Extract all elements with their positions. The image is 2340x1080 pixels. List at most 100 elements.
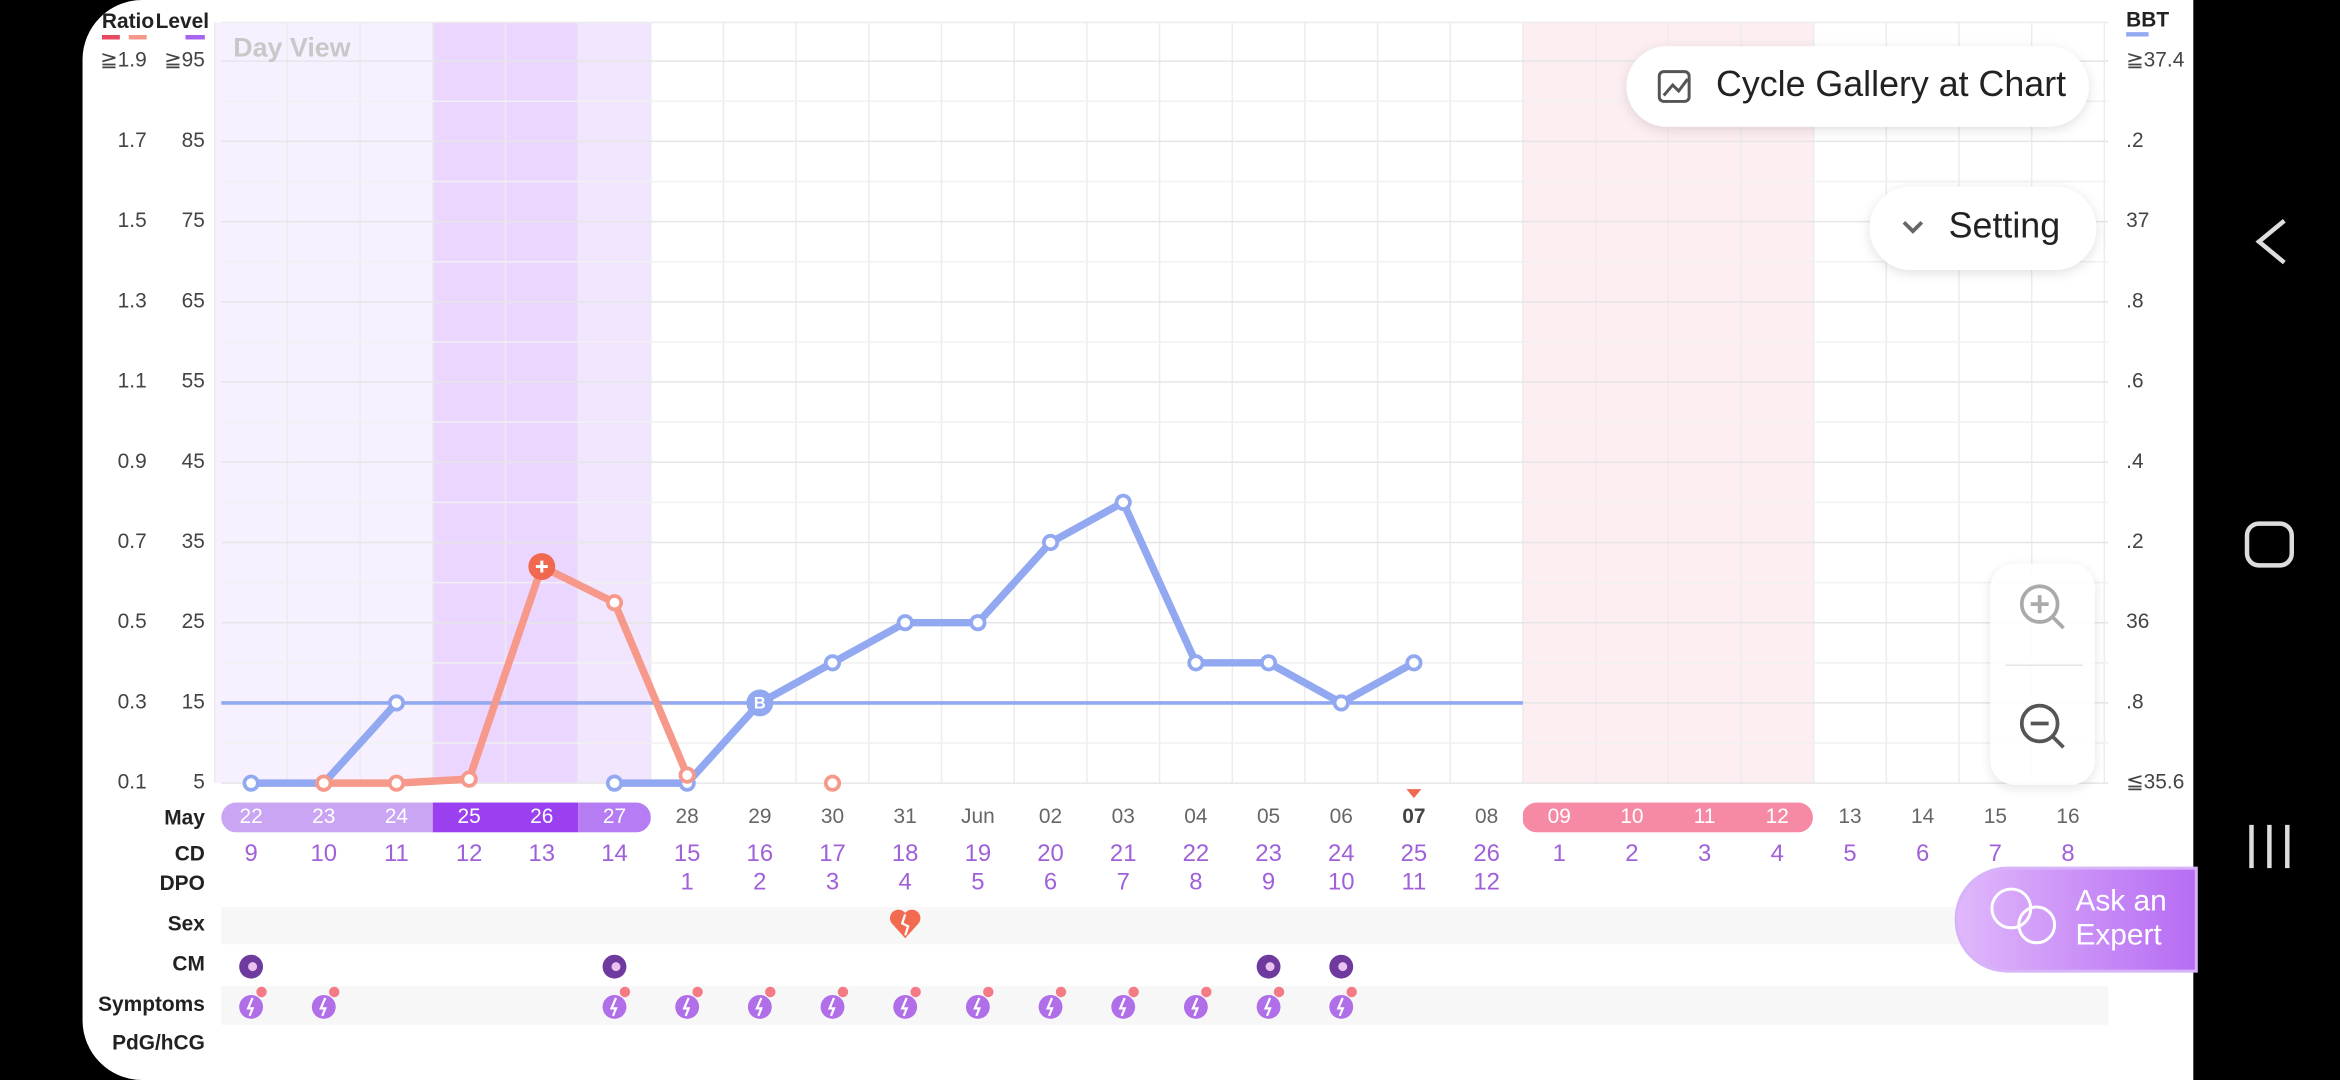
date-label: 06	[1330, 805, 1353, 828]
pill-segment	[221, 802, 433, 833]
gallery-button-bg[interactable]	[1626, 46, 2089, 127]
expert-label[interactable]: Expert	[2075, 919, 2162, 952]
level-tick-label: 45	[182, 450, 205, 473]
symptom-dot	[256, 986, 267, 998]
nav-home[interactable]	[2244, 521, 2295, 568]
symptom-icon	[239, 994, 264, 1019]
data-point	[1187, 654, 1205, 672]
data-point	[387, 774, 406, 792]
symptom-icon	[1256, 994, 1281, 1019]
date-label: 07	[1402, 805, 1425, 828]
symptom-dot	[1273, 986, 1285, 998]
gallery-label[interactable]: Cycle Gallery at Chart	[1716, 64, 2066, 104]
cd-value: 14	[601, 840, 628, 867]
cd-value: 2	[1625, 840, 1638, 867]
symptom-dot	[329, 986, 340, 998]
cd-value: 20	[1037, 840, 1064, 867]
symptom-bolt	[973, 997, 982, 1017]
ovulation-label: B	[754, 695, 766, 713]
expert-button-bg[interactable]	[1954, 866, 2198, 973]
ratio-tick-label: 1.7	[118, 129, 147, 152]
data-point	[896, 614, 914, 632]
symptom-dot	[1128, 986, 1139, 998]
zoom-out[interactable]	[2019, 703, 2065, 749]
row-label: PdG/hCG	[112, 1032, 205, 1055]
period-pill	[1522, 802, 1813, 833]
zoom-in[interactable]	[2019, 584, 2065, 630]
dpo-value: 6	[1044, 868, 1057, 895]
expert-button[interactable]: Ask an Expert	[1954, 866, 2198, 973]
row-label: DPO	[160, 872, 205, 895]
expert-label[interactable]: Ask an	[2075, 884, 2166, 917]
ratio-tick-label: 0.9	[118, 450, 147, 473]
pill-segment	[1522, 802, 1813, 833]
setting-button[interactable]: Setting	[1869, 186, 2097, 270]
date-label: 02	[1039, 805, 1062, 828]
date-label: 22	[239, 805, 262, 828]
cd-value: 5	[1843, 840, 1856, 867]
data-point	[242, 774, 260, 792]
bbt-tick-label: 36	[2126, 610, 2149, 633]
symptom-bolt	[827, 997, 836, 1017]
dpo-value: 2	[753, 868, 766, 895]
setting-button-bg[interactable]	[1869, 186, 2097, 270]
ratio-tick-label: 1.5	[118, 209, 147, 232]
ratio-tick-label: ≧1.9	[100, 49, 147, 72]
chevron-icon	[1902, 220, 1924, 234]
symptom-dot	[619, 986, 631, 998]
nav-recent[interactable]	[2249, 824, 2290, 869]
dpo-value: 9	[1262, 868, 1275, 895]
level-tick-label: ≧95	[164, 49, 205, 72]
data-point	[1114, 493, 1132, 511]
dpo-value: 10	[1328, 868, 1355, 895]
bbt-tick-label: .2	[2126, 129, 2143, 152]
bbt-tick-label: ≧37.4	[2126, 49, 2184, 72]
heart-crack	[900, 914, 910, 936]
bbt-header: BBT	[2126, 8, 2169, 31]
symptom-icon	[602, 994, 627, 1019]
cd-value: 26	[1473, 840, 1500, 867]
dpo-value: 1	[681, 868, 694, 895]
bbt-tick-label: .8	[2126, 289, 2143, 312]
gallery-button[interactable]: Cycle Gallery at Chart	[1626, 46, 2089, 127]
date-label: 04	[1184, 805, 1207, 828]
date-label: Jun	[961, 805, 995, 828]
cd-value: 10	[311, 840, 338, 867]
data-point	[1405, 654, 1423, 672]
data-point	[678, 766, 696, 784]
ratio-header: Ratio	[102, 10, 154, 33]
cd-value: 22	[1183, 840, 1210, 867]
symptom-dot	[1201, 986, 1212, 998]
data-point	[460, 770, 478, 788]
bbt-tick-label: .2	[2126, 530, 2143, 553]
fertile-shade	[214, 22, 433, 784]
symptom-icon	[311, 994, 336, 1019]
cd-value: 3	[1698, 840, 1711, 867]
symptom-dot	[837, 986, 849, 998]
bbt-tick-label: .4	[2126, 450, 2143, 473]
date-label: 25	[458, 805, 481, 828]
symptom-icon	[1111, 994, 1136, 1019]
nav-bar	[2193, 0, 2340, 1080]
cd-value: 9	[244, 840, 257, 867]
symptom-icon	[675, 994, 700, 1019]
cm-drop	[611, 962, 621, 972]
symptom-dot	[692, 986, 703, 998]
setting-label[interactable]: Setting	[1949, 206, 2060, 246]
nav-back[interactable]	[2255, 219, 2286, 265]
data-point	[315, 774, 333, 792]
row-label: CM	[172, 953, 204, 976]
level-tick-label: 5	[193, 771, 205, 794]
today-marker	[1406, 789, 1422, 799]
symptom-dot	[910, 986, 921, 998]
pill-segment	[432, 802, 579, 833]
symptom-bolt	[319, 997, 327, 1017]
level-tick-label: 35	[182, 530, 205, 553]
level-header: Level	[156, 10, 209, 33]
ratio-tick-label: 0.7	[118, 530, 147, 553]
symptom-dot	[765, 986, 776, 998]
symptom-icon	[1329, 994, 1354, 1019]
dpo-value: 7	[1117, 868, 1130, 895]
